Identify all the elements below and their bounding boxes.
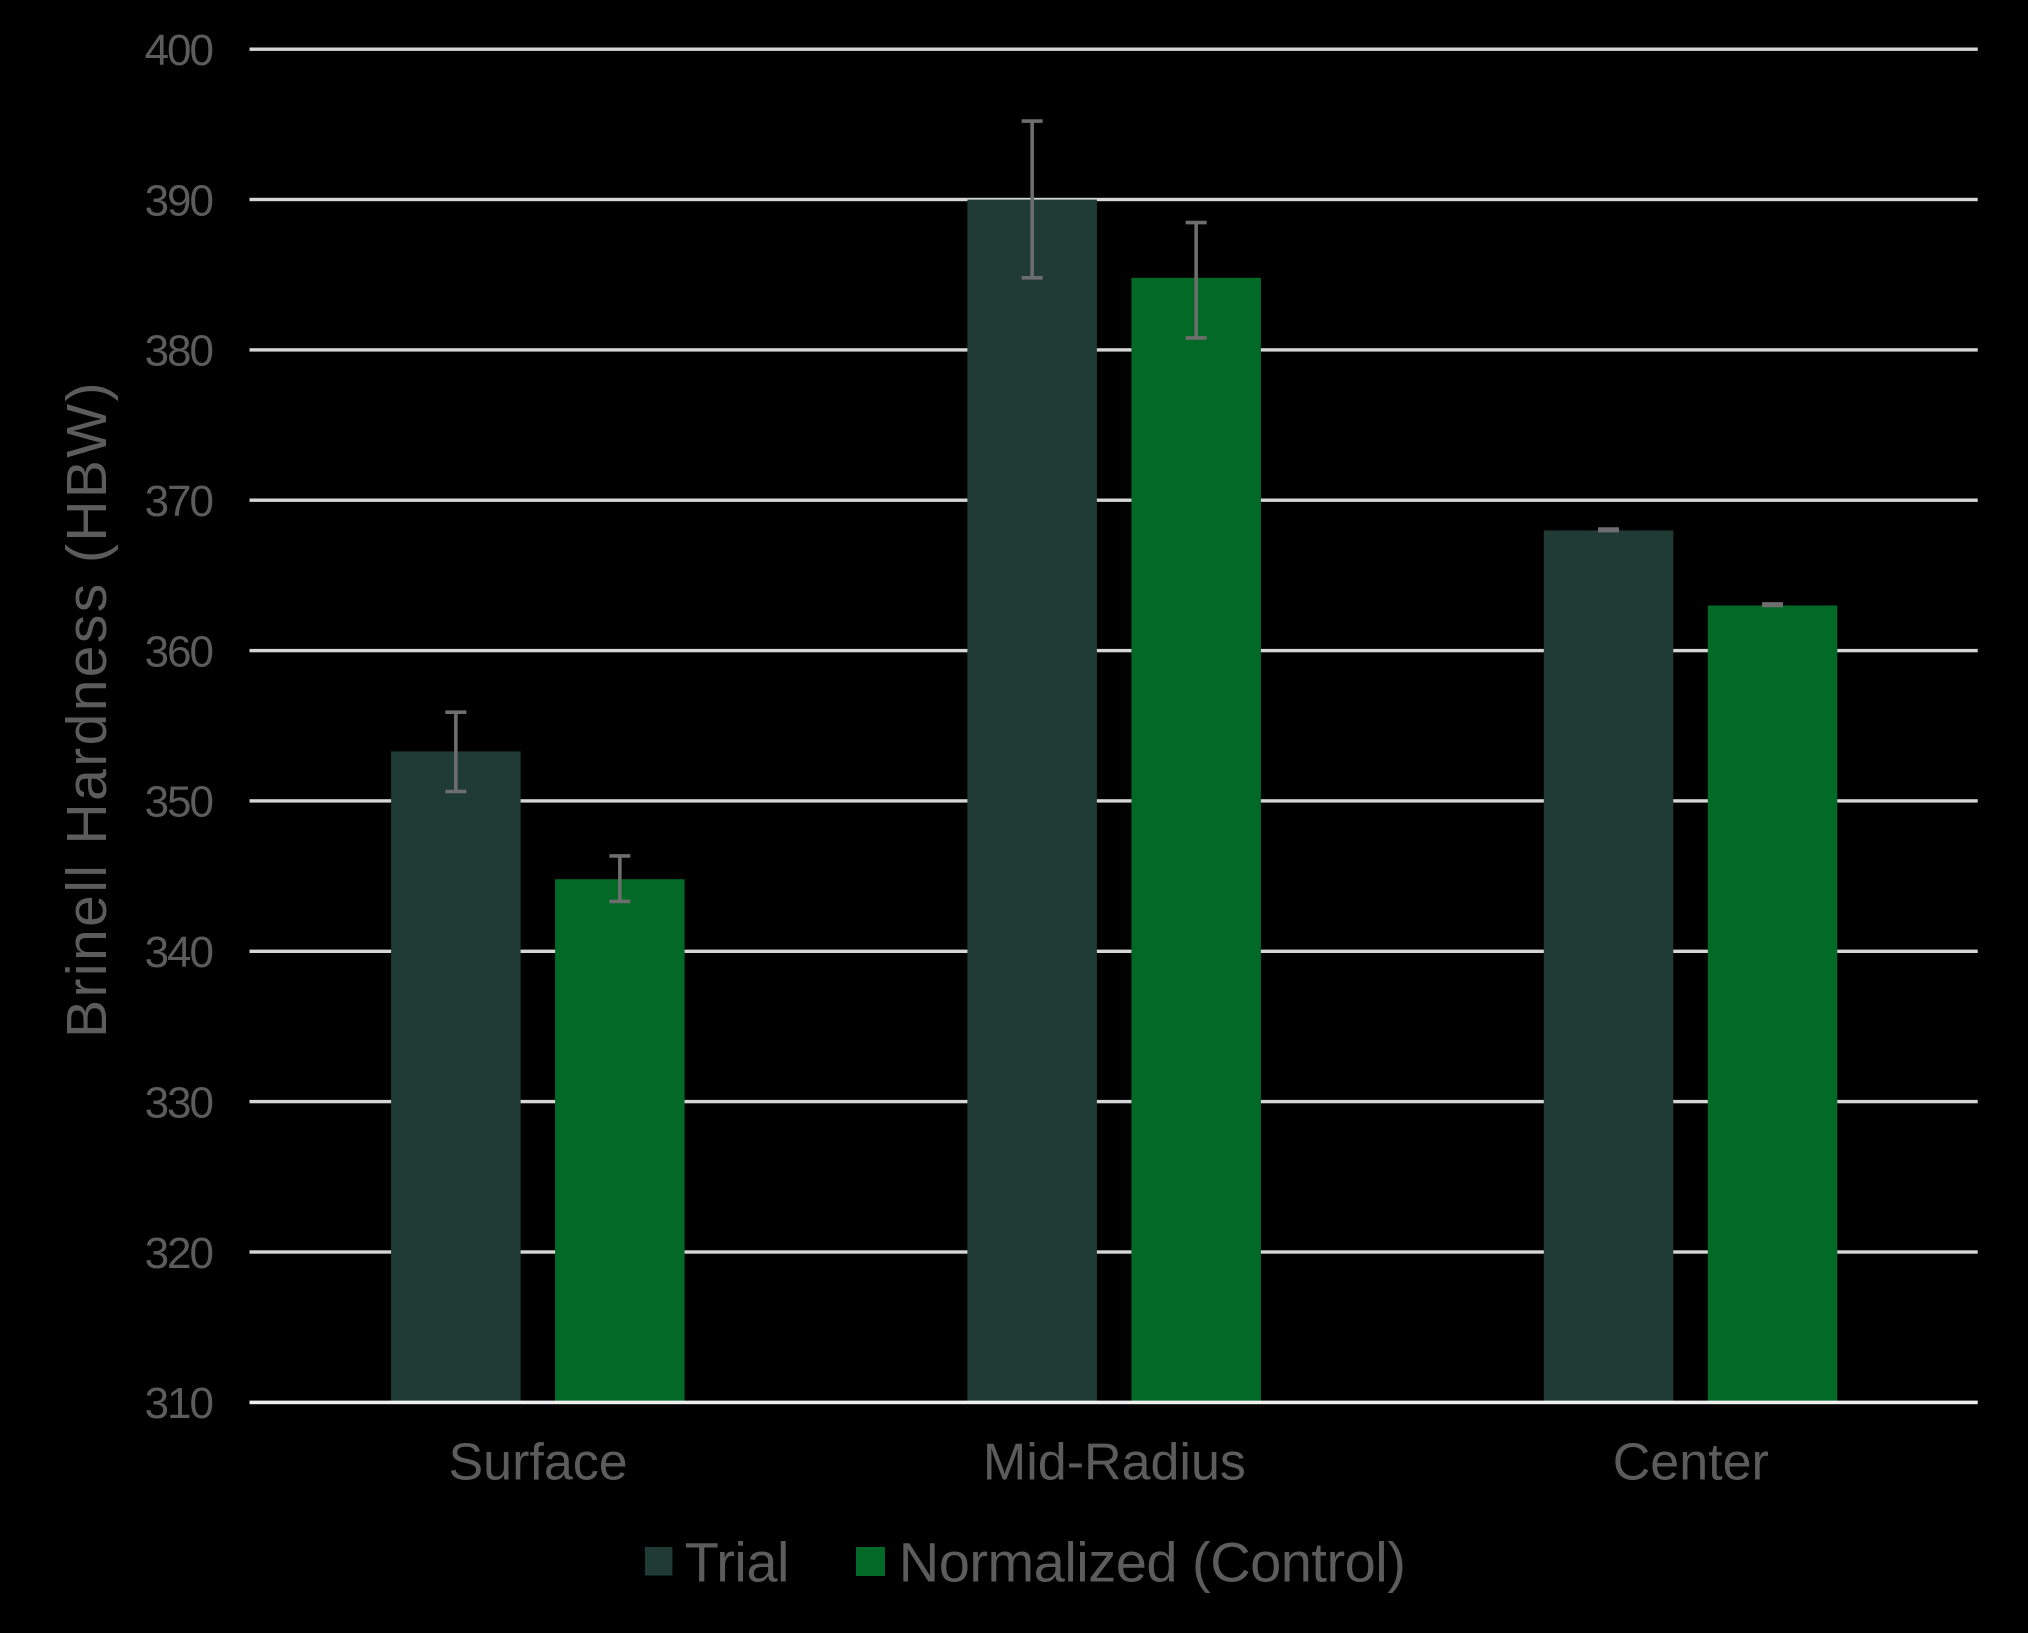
svg-text:Normalized (Control): Normalized (Control) [899,1530,1406,1593]
svg-text:Brinell Hardness (HBW): Brinell Hardness (HBW) [55,380,119,1038]
svg-text:350: 350 [145,778,213,827]
svg-text:370: 370 [145,477,213,526]
svg-text:Surface: Surface [448,1434,627,1492]
svg-text:390: 390 [145,176,213,225]
svg-text:400: 400 [145,26,213,75]
svg-text:330: 330 [145,1078,213,1127]
svg-text:320: 320 [145,1229,213,1278]
svg-text:310: 310 [145,1379,213,1428]
svg-text:340: 340 [145,928,213,977]
svg-text:360: 360 [145,627,213,676]
svg-text:Mid-Radius: Mid-Radius [983,1434,1246,1492]
svg-text:380: 380 [145,327,213,376]
svg-text:Trial: Trial [685,1530,789,1593]
svg-text:Center: Center [1613,1434,1769,1492]
